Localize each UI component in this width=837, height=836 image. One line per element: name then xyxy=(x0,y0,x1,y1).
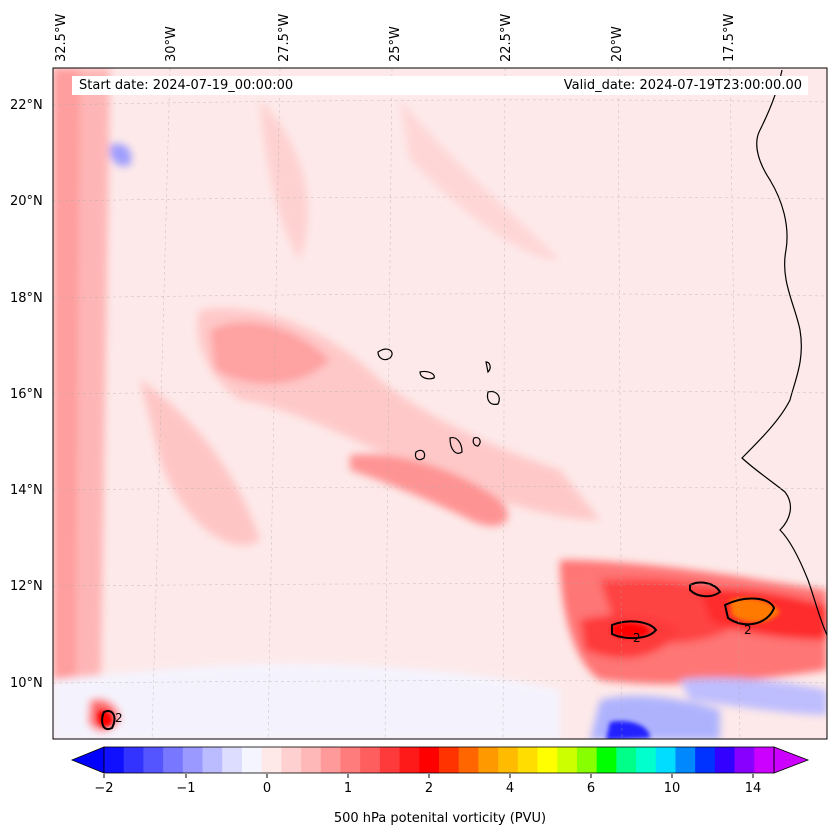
colorbar-tick-label: 10 xyxy=(664,781,681,796)
colorbar-swatch xyxy=(163,747,184,773)
colorbar-title: 500 hPa potenital vorticity (PVU) xyxy=(334,811,546,826)
colorbar-swatch xyxy=(714,747,735,773)
colorbar-tick-label: 0 xyxy=(263,781,271,796)
lon-label: 27.5°W xyxy=(277,13,292,62)
colorbar-swatch xyxy=(537,747,558,773)
colorbar-swatch xyxy=(222,747,243,773)
colorbar-swatch xyxy=(655,747,676,773)
coastline xyxy=(377,69,827,636)
lon-label: 32.5°W xyxy=(54,13,69,62)
colorbar-tick-label: 1 xyxy=(344,781,352,796)
lat-label: 12°N xyxy=(10,579,43,594)
colorbar-tick-label: 4 xyxy=(506,781,514,796)
lon-label: 20°W xyxy=(610,26,625,62)
colorbar-swatch xyxy=(498,747,519,773)
colorbar-swatch xyxy=(241,747,263,773)
colorbar-swatch xyxy=(517,747,538,773)
lat-label: 10°N xyxy=(10,676,43,691)
start-date-label: Start date: 2024-07-19_00:00:00 xyxy=(79,78,294,93)
colorbar-swatch xyxy=(399,747,420,773)
colorbar-swatch xyxy=(754,747,775,773)
colorbar-swatch xyxy=(458,747,479,773)
colorbar-swatch xyxy=(182,747,203,773)
colorbar-swatch xyxy=(557,747,578,773)
colorbar-swatch xyxy=(104,747,125,773)
colorbar-swatch xyxy=(143,747,164,773)
contour-label: 2 xyxy=(633,631,641,645)
lat-label: 14°N xyxy=(10,483,43,498)
colorbar-swatch xyxy=(340,747,361,773)
colorbar-swatch xyxy=(379,747,400,773)
contour-label: 2 xyxy=(744,623,752,637)
contour-label: 2 xyxy=(115,711,123,725)
colorbar-swatch xyxy=(261,747,282,773)
colorbar-swatch xyxy=(734,747,755,773)
lon-label: 30°W xyxy=(164,26,179,62)
colorbar-swatch xyxy=(675,747,696,773)
colorbar-tick-label: −2 xyxy=(94,781,113,796)
colorbar-swatch xyxy=(301,747,322,773)
colorbar-swatch xyxy=(636,747,657,773)
colorbar-over-arrow xyxy=(773,746,810,774)
lon-label: 17.5°W xyxy=(722,13,737,62)
colorbar-swatch xyxy=(202,747,223,773)
colorbar-swatch xyxy=(360,747,381,773)
graticule xyxy=(53,68,827,739)
colorbar-tick-label: 2 xyxy=(425,781,433,796)
colorbar-swatch xyxy=(439,747,460,773)
colorbar-swatch xyxy=(320,747,341,773)
lat-label: 22°N xyxy=(10,98,43,113)
colorbar-swatch xyxy=(419,747,440,773)
lat-label: 20°N xyxy=(10,194,43,209)
colorbar xyxy=(70,746,810,774)
valid-date-label: Valid_date: 2024-07-19T23:00:00.00 xyxy=(563,78,802,93)
colorbar-tick-label: 6 xyxy=(587,781,595,796)
colorbar-swatch xyxy=(478,747,499,773)
colorbar-tick-label: −1 xyxy=(176,781,195,796)
colorbar-swatch xyxy=(596,747,617,773)
colorbar-swatch xyxy=(123,747,144,773)
pv-field: 2 2 2 xyxy=(53,68,827,739)
colorbar-border xyxy=(103,746,775,774)
colorbar-swatch xyxy=(576,747,598,773)
lat-label: 16°N xyxy=(10,387,43,402)
colorbar-swatch xyxy=(281,747,302,773)
lon-label: 22.5°W xyxy=(499,13,514,62)
colorbar-under-arrow xyxy=(70,746,105,774)
lat-label: 18°N xyxy=(10,291,43,306)
colorbar-swatch xyxy=(616,747,637,773)
colorbar-ticks: −2 −1 0 1 2 4 6 10 14 xyxy=(94,774,761,796)
lon-label: 25°W xyxy=(388,26,403,62)
colorbar-tick-label: 14 xyxy=(745,781,762,796)
date-banner xyxy=(72,76,808,95)
colorbar-swatch xyxy=(695,747,716,773)
